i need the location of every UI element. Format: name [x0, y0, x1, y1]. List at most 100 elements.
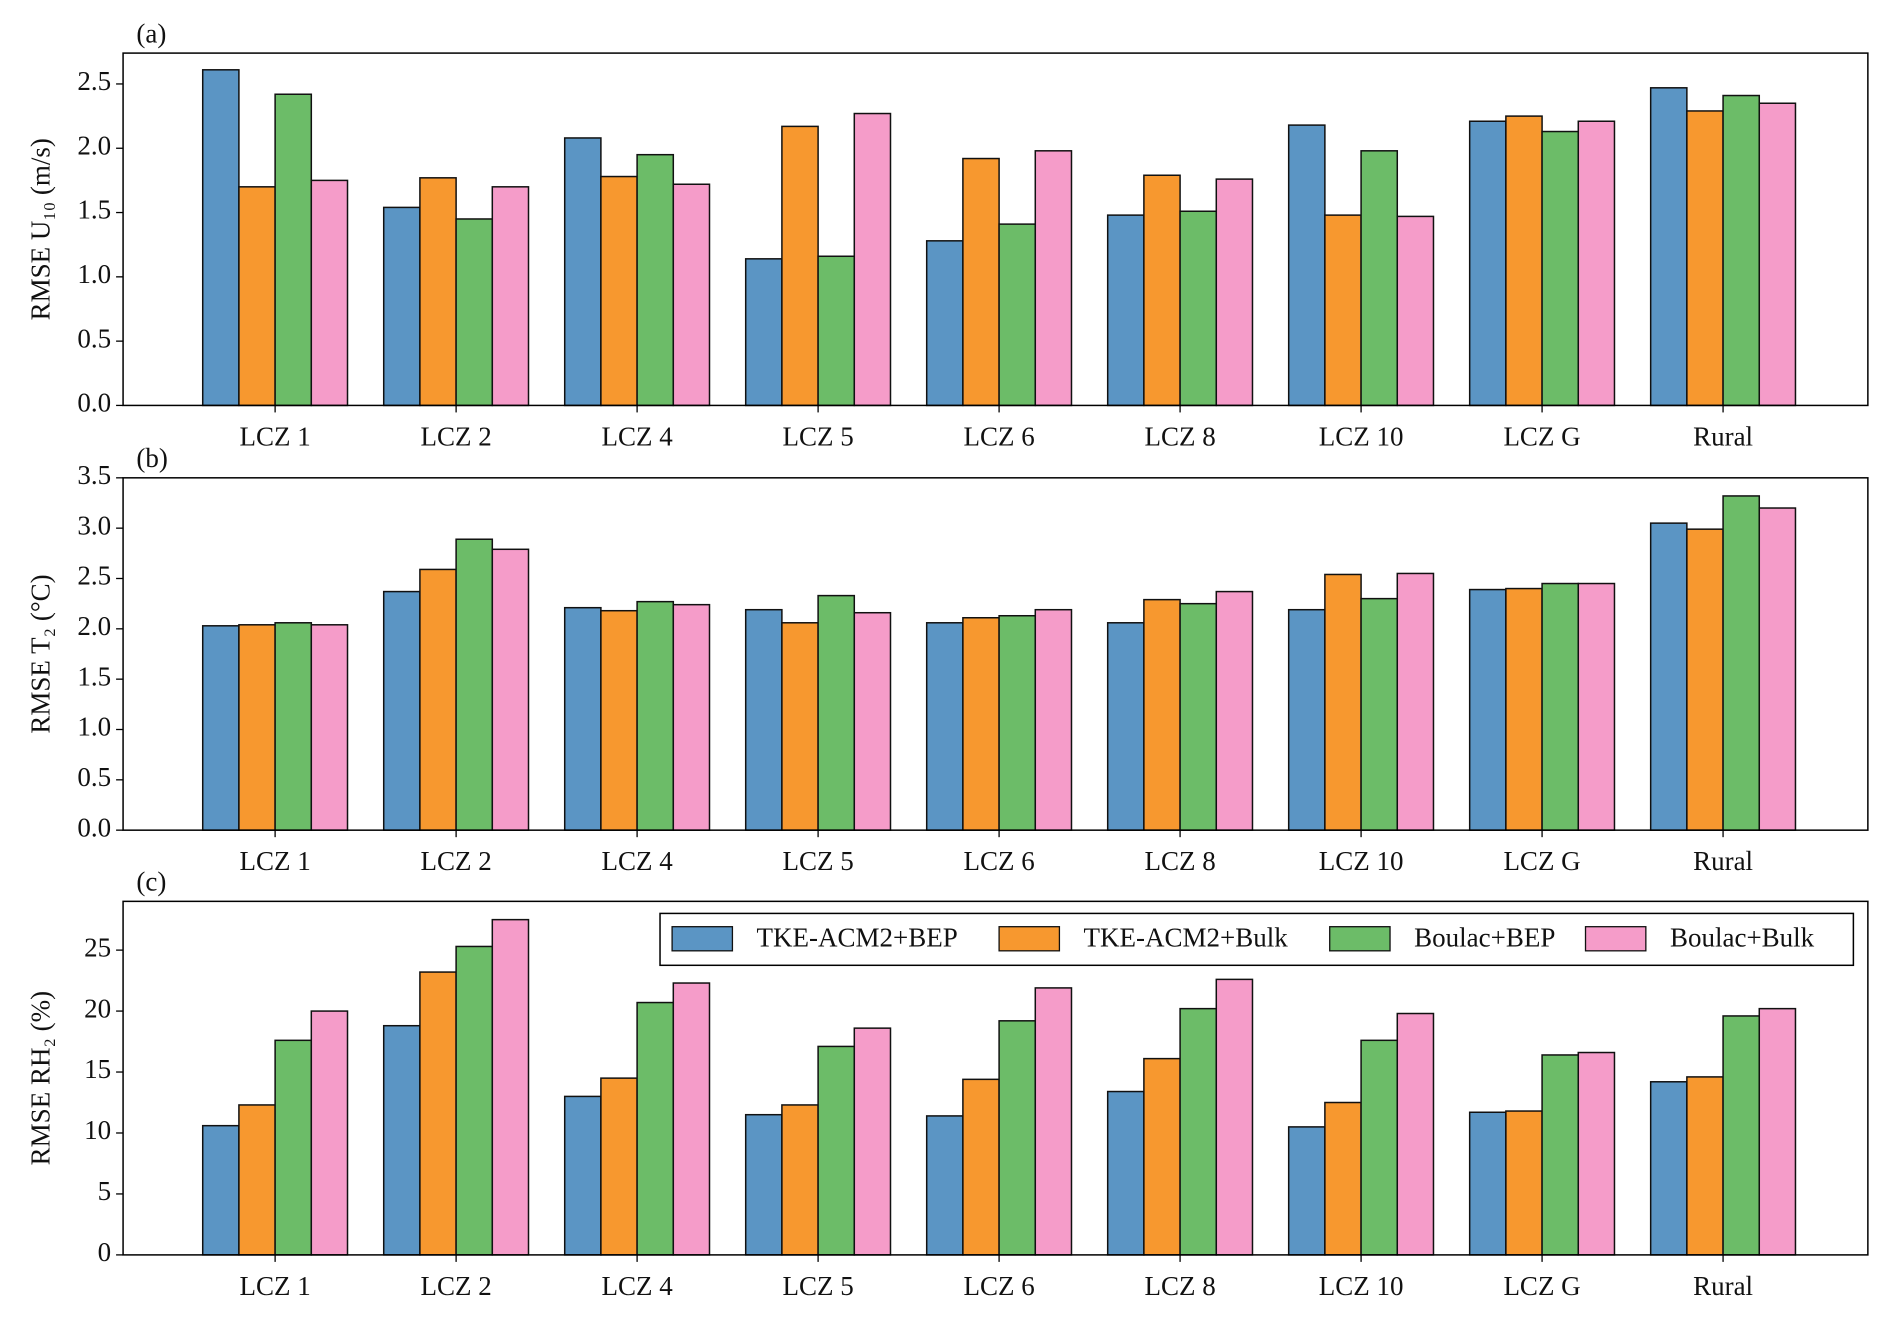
bar [1541, 130, 1580, 407]
y-axis-label: RMSE U₁₀ (m/s) [26, 138, 56, 320]
x-tick-label: LCZ 5 [782, 1271, 853, 1301]
x-tick-label: LCZ G [1503, 846, 1580, 876]
panel: (c) RMSE RH₂ (%) 0 5 10 15 20 25 LCZ 1 LCZ 2 LCZ 4… [26, 867, 1869, 1301]
y-tick-label: 1.5 [77, 195, 111, 225]
bar [1577, 582, 1616, 831]
legend-swatch [1329, 926, 1391, 952]
bar [455, 538, 494, 831]
bar [1577, 1051, 1616, 1256]
y-tick-label: 0 [98, 1237, 112, 1267]
panel-label: (a) [136, 18, 166, 48]
legend-swatch [671, 926, 734, 952]
bar [1215, 178, 1254, 407]
bar [1758, 102, 1797, 407]
bar [1215, 590, 1254, 831]
bar [382, 206, 421, 407]
legend-swatch [1584, 926, 1647, 952]
bar [817, 1045, 856, 1256]
bar [1034, 150, 1073, 407]
panel-label: (c) [136, 867, 166, 897]
bar [455, 945, 494, 1256]
bar [1541, 1054, 1580, 1256]
bar [1324, 214, 1362, 407]
bar [1396, 215, 1435, 407]
bar [310, 1010, 349, 1256]
x-tick-label: LCZ 4 [601, 1271, 673, 1301]
bar [1722, 1015, 1761, 1256]
bar [563, 606, 602, 831]
bar [781, 1104, 819, 1256]
bar [1034, 608, 1073, 831]
x-tick-label: LCZ 1 [239, 421, 310, 451]
bar [636, 153, 675, 407]
bar [636, 1001, 675, 1256]
bar [201, 625, 240, 831]
bar [636, 600, 675, 831]
bar [1360, 597, 1399, 831]
x-tick-label: Rural [1693, 421, 1753, 451]
bar [1287, 124, 1326, 407]
x-tick-label: LCZ 8 [1144, 846, 1215, 876]
x-tick-label: LCZ 6 [963, 1271, 1034, 1301]
bar [781, 125, 819, 407]
bar [998, 614, 1037, 831]
bar [455, 218, 494, 407]
bar [1649, 1081, 1688, 1256]
bar [672, 183, 711, 407]
y-tick-label: 2.5 [77, 66, 111, 96]
bar [962, 1078, 1000, 1256]
bar [1179, 602, 1218, 831]
y-tick-label: 2.0 [77, 130, 111, 160]
bar [201, 1124, 240, 1256]
bar [1577, 120, 1616, 407]
x-tick-label: LCZ 1 [239, 1271, 310, 1301]
bar [744, 1113, 783, 1256]
bar [382, 1024, 421, 1256]
x-tick-label: LCZ 8 [1144, 421, 1215, 451]
bar [1106, 1090, 1145, 1256]
bar [600, 1077, 638, 1256]
bar [1034, 987, 1073, 1256]
y-tick-label: 1.0 [77, 712, 111, 742]
y-tick-label: 2.0 [77, 611, 111, 641]
bar [1758, 1007, 1797, 1256]
bar [1179, 1007, 1218, 1256]
bar [672, 982, 711, 1256]
bar [1468, 588, 1507, 831]
y-tick-label: 3.5 [77, 460, 111, 490]
bar [1287, 1126, 1326, 1256]
legend-label: Boulac+Bulk [1670, 923, 1815, 953]
bar [744, 608, 783, 831]
bar [962, 617, 1000, 831]
legend-label: TKE-ACM2+BEP [757, 923, 958, 953]
x-tick-label: LCZ 8 [1144, 1271, 1215, 1301]
x-tick-label: LCZ 5 [782, 846, 853, 876]
bar [1686, 528, 1724, 831]
y-tick-label: 0.0 [77, 812, 111, 842]
bar [925, 1115, 964, 1256]
x-tick-label: LCZ 10 [1319, 1271, 1404, 1301]
bar [1396, 572, 1435, 831]
bar [744, 258, 783, 407]
y-tick-label: 1.0 [77, 259, 111, 289]
bar [274, 93, 313, 407]
bar [1143, 598, 1181, 831]
y-axis-label: RMSE T₂ (°C) [26, 574, 56, 733]
bar [274, 622, 313, 831]
bar [274, 1039, 313, 1256]
x-tick-label: Rural [1693, 1271, 1753, 1301]
bar [925, 240, 964, 407]
bar [1396, 1012, 1435, 1256]
y-tick-label: 2.5 [77, 561, 111, 591]
plot-frame [122, 900, 1869, 1256]
bar [382, 590, 421, 831]
bar [1143, 174, 1181, 407]
legend-label: TKE-ACM2+Bulk [1084, 923, 1289, 953]
bar [1722, 495, 1761, 831]
x-tick-label: LCZ 2 [420, 421, 491, 451]
x-tick-label: LCZ 4 [601, 421, 673, 451]
bar [1686, 1076, 1724, 1256]
plot-frame [122, 477, 1869, 831]
y-tick-label: 5 [98, 1176, 112, 1206]
